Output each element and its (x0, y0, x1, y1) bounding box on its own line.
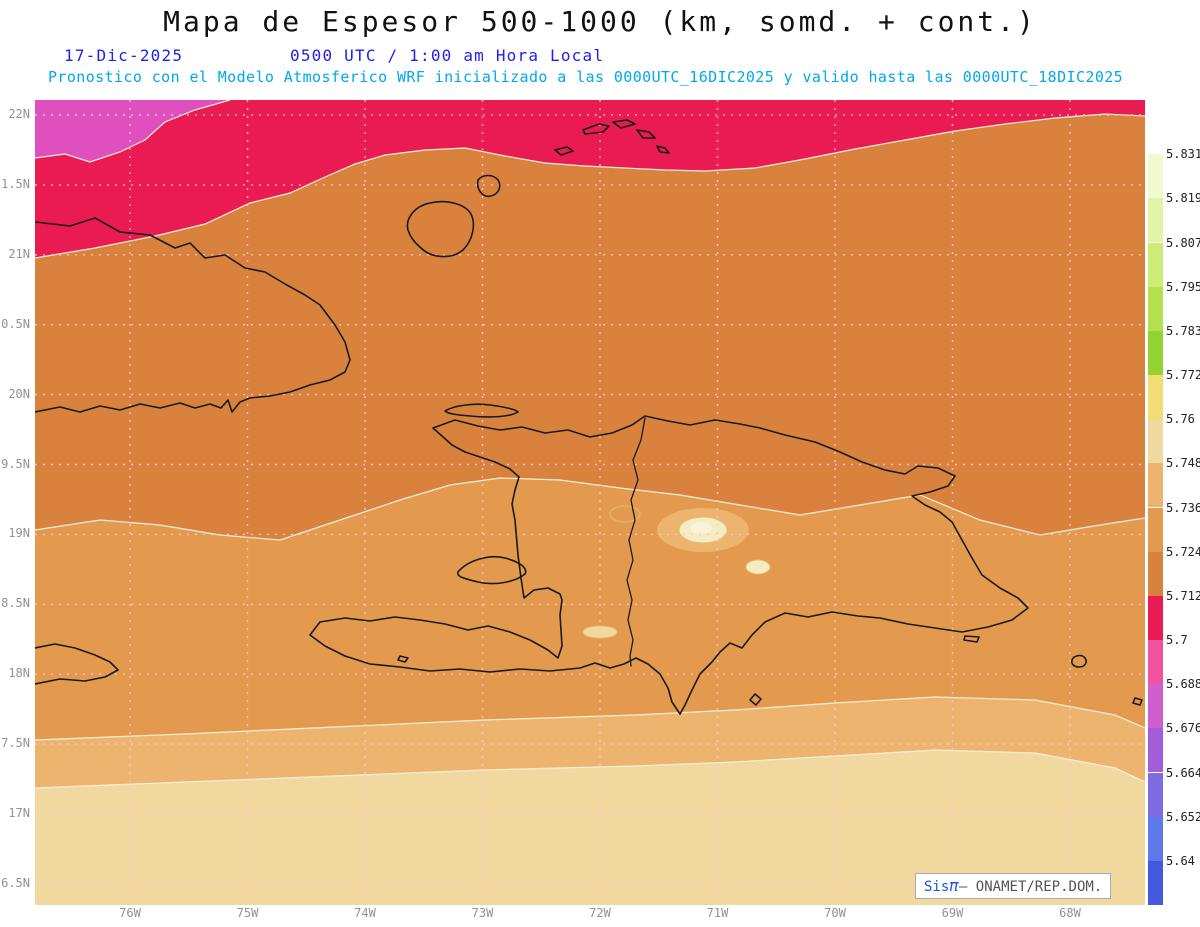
colorbar-segment (1148, 375, 1163, 420)
colorbar-label: 5.736 (1166, 500, 1200, 515)
x-tick-label: 73W (471, 906, 494, 920)
band-red (35, 100, 1145, 258)
date-label: 17-Dic-2025 (64, 46, 184, 65)
coast-saona (963, 635, 980, 643)
border-haiti-dr (626, 417, 646, 667)
colorbar-segment (1148, 330, 1163, 375)
coast-turks-caicos (554, 119, 670, 156)
colorbar-segment (1148, 860, 1163, 905)
colorbar-segment (1148, 551, 1163, 596)
map-canvas (35, 100, 1145, 905)
watermark-box: Sisπ– ONAMET/REP.DOM. (915, 873, 1112, 899)
colorbar-segment (1148, 507, 1163, 552)
colorbar-segment (1148, 419, 1163, 464)
coast-gonave (456, 556, 527, 585)
colorbar-segment (1148, 463, 1163, 508)
y-tick-label: 20N (8, 386, 30, 401)
watermark-text: – ONAMET/REP.DOM. (958, 879, 1103, 895)
page-title: Mapa de Espesor 500-1000 (km, somd. + co… (163, 5, 1037, 38)
colorbar-label: 5.795 (1166, 279, 1200, 294)
coast-hispaniola (309, 415, 1029, 715)
colorbar-label: 5.664 (1166, 765, 1200, 780)
coast-beata (749, 693, 762, 706)
coast-mona (1071, 654, 1087, 668)
colorbar-label: 5.7 (1166, 633, 1188, 647)
y-tick-label: 17N (8, 806, 30, 820)
colorbar-label: 5.676 (1166, 721, 1200, 736)
thickness-fill-bands (35, 100, 1145, 905)
y-tick-label: 19N (8, 526, 30, 541)
lat-lon-grid (35, 100, 1145, 905)
colorbar-segment (1148, 110, 1163, 155)
colorbar-label: 5.688 (1166, 677, 1200, 692)
contour-lines (35, 100, 1145, 789)
y-tick-label: 8.5N (1, 596, 30, 611)
colorbar-label: 5.76 (1166, 412, 1195, 427)
colorbar-segment (1148, 154, 1163, 199)
y-tick-label: 21N (8, 246, 30, 261)
colorbar-label: 5.724 (1166, 544, 1200, 559)
coastlines (35, 119, 1143, 715)
colorbar-segment (1148, 684, 1163, 729)
x-tick-label: 70W (824, 906, 846, 920)
x-tick-label: 71W (706, 906, 729, 920)
y-tick-label: 9.5N (1, 456, 30, 471)
colorbar-segment (1148, 286, 1163, 331)
colorbar-segment (1148, 198, 1163, 243)
pi-symbol: π (949, 876, 959, 895)
x-tick-label: 75W (236, 906, 259, 920)
watermark-brand: Sis (924, 879, 950, 895)
colorbar-segment (1148, 728, 1163, 773)
colorbar-label: 5.748 (1166, 456, 1200, 471)
colorbar-segment (1148, 772, 1163, 817)
colorbar-label: 5.807 (1166, 235, 1200, 250)
x-tick-label: 76W (119, 906, 141, 920)
coast-ile-a-vache (397, 655, 409, 663)
colorbar-segment (1148, 816, 1163, 861)
colorbar-label: 5.783 (1166, 323, 1200, 338)
colorbar-label: 5.652 (1166, 809, 1200, 824)
colorbar-segment (1148, 640, 1163, 685)
colorbar-label: 5.819 (1166, 191, 1200, 206)
y-tick-label: 6.5N (1, 875, 30, 890)
y-tick-label: 18N (8, 666, 30, 681)
x-tick-label: 69W (941, 906, 964, 920)
coast-tortuga (444, 403, 519, 418)
time-label: 0500 UTC / 1:00 am Hora Local (290, 46, 605, 65)
colorbar-segment (1148, 242, 1163, 287)
x-tick-label: 74W (354, 906, 376, 920)
colorbar-label: 5.772 (1166, 368, 1200, 382)
contour-ring (609, 505, 641, 523)
coast-little-inagua (476, 174, 501, 198)
y-tick-label: 22N (8, 107, 30, 121)
colorbar-label: 5.712 (1166, 588, 1200, 603)
x-tick-label: 72W (589, 906, 611, 920)
coast-great-inagua (406, 200, 475, 258)
pale-spot-core (690, 522, 712, 534)
y-tick-label: 1.5N (1, 176, 30, 191)
coast-cuba (35, 217, 351, 413)
band-dark-orange (35, 114, 1145, 540)
x-tick-label: 68W (1059, 906, 1081, 920)
forecast-model-line: Pronostico con el Modelo Atmosferico WRF… (48, 68, 1124, 86)
colorbar-label: 5.831 (1166, 147, 1200, 162)
pale-spot (745, 559, 771, 575)
y-tick-label: 0.5N (1, 316, 30, 331)
colorbar-segment (1148, 595, 1163, 640)
colorbar-label: 5.64 (1166, 853, 1195, 868)
band-wheat (35, 750, 1145, 905)
coast-islet-east (1132, 697, 1143, 706)
coast-jamaica (35, 643, 119, 685)
y-tick-label: 7.5N (1, 736, 30, 751)
